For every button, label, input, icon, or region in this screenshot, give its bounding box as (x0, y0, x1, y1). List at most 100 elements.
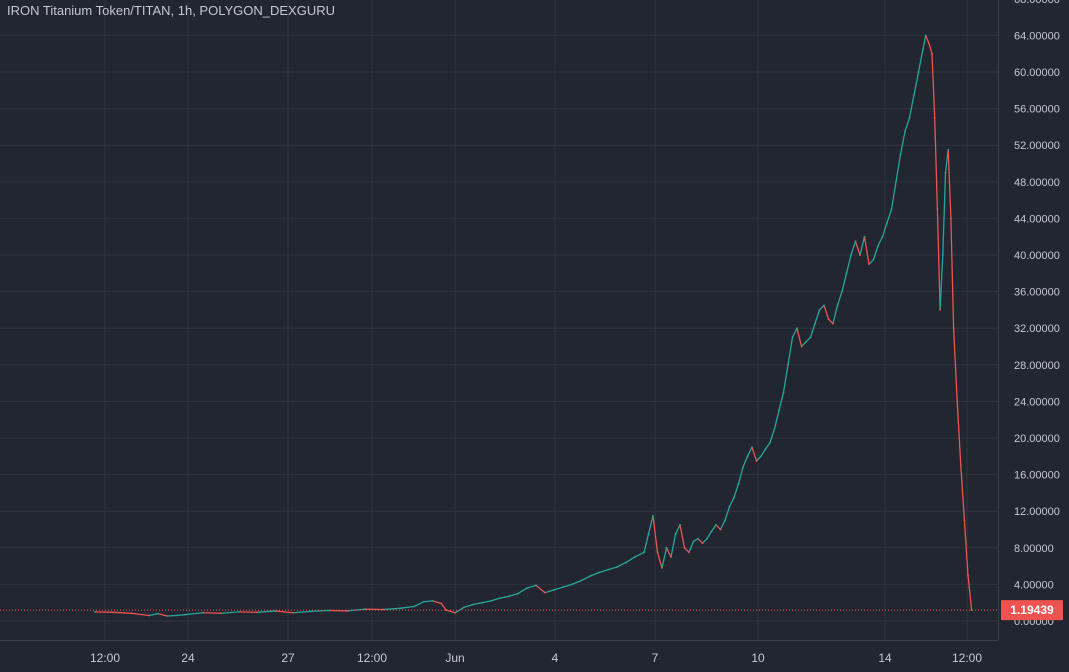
price-point-6 (175, 615, 177, 617)
x-tick-label-1: 24 (181, 651, 195, 665)
price-point-71 (756, 460, 758, 462)
price-point-56 (688, 551, 690, 553)
price-point-99 (882, 236, 884, 238)
price-point-121 (960, 465, 962, 467)
price-point-28 (481, 602, 483, 604)
price-point-113 (937, 208, 939, 210)
price-point-33 (526, 587, 528, 589)
price-point-40 (589, 575, 591, 577)
price-point-87 (828, 318, 830, 320)
price-point-5 (166, 615, 168, 617)
price-point-2 (130, 612, 132, 614)
price-point-12 (274, 610, 276, 612)
y-tick-label-17: 68.00000 (1014, 0, 1060, 6)
price-point-54 (679, 524, 681, 526)
price-point-9 (220, 612, 222, 614)
price-point-85 (819, 309, 821, 311)
price-point-0 (94, 611, 96, 613)
price-point-17 (364, 608, 366, 610)
y-tick-label-2: 8.00000 (1014, 543, 1054, 555)
chart-title: IRON Titanium Token/TITAN, 1h, POLYGON_D… (7, 3, 335, 18)
price-point-13 (292, 612, 294, 614)
y-tick-label-16: 64.00000 (1014, 30, 1060, 42)
price-point-34 (535, 584, 537, 586)
price-point-48 (652, 515, 654, 517)
x-tick-label-8: 14 (878, 651, 892, 665)
price-point-49 (657, 551, 659, 553)
y-tick-label-13: 52.00000 (1014, 140, 1060, 152)
price-point-77 (783, 391, 785, 393)
price-point-15 (328, 610, 330, 612)
price-point-96 (868, 263, 870, 265)
price-segment-22 (424, 601, 433, 602)
y-tick-label-9: 36.00000 (1014, 287, 1060, 299)
price-point-55 (684, 547, 686, 549)
price-point-59 (702, 542, 704, 544)
price-point-51 (666, 547, 668, 549)
price-point-23 (441, 603, 443, 605)
x-tick-label-4: Jun (445, 651, 464, 665)
price-point-84 (814, 323, 816, 325)
price-point-98 (877, 245, 879, 247)
last-price-value: 1.19439 (1010, 603, 1054, 617)
price-point-4 (157, 613, 159, 615)
price-point-3 (148, 615, 150, 617)
price-point-31 (508, 595, 510, 597)
price-point-36 (553, 589, 555, 591)
price-point-109 (925, 35, 927, 37)
x-tick-label-7: 10 (751, 651, 765, 665)
price-point-63 (720, 529, 722, 531)
price-point-89 (837, 304, 839, 306)
price-point-46 (643, 551, 645, 553)
price-point-115 (942, 254, 944, 256)
price-point-110 (928, 44, 930, 46)
price-point-11 (256, 611, 258, 613)
y-tick-label-6: 24.00000 (1014, 396, 1060, 408)
y-tick-label-5: 20.00000 (1014, 433, 1060, 445)
price-point-64 (724, 519, 726, 521)
price-point-75 (774, 428, 776, 430)
price-point-60 (706, 538, 708, 540)
price-point-69 (747, 455, 749, 457)
price-point-80 (796, 327, 798, 329)
price-point-83 (810, 336, 812, 338)
price-point-44 (625, 562, 627, 564)
y-tick-label-7: 28.00000 (1014, 360, 1060, 372)
price-point-86 (823, 304, 825, 306)
y-tick-label-3: 12.00000 (1014, 506, 1060, 518)
price-point-70 (751, 446, 753, 448)
price-point-116 (945, 172, 947, 174)
price-point-14 (310, 610, 312, 612)
price-point-43 (616, 566, 618, 568)
price-point-104 (904, 131, 906, 133)
price-point-25 (454, 612, 456, 614)
price-point-68 (742, 466, 744, 468)
price-point-107 (918, 71, 920, 73)
price-point-32 (517, 593, 519, 595)
y-tick-label-11: 44.00000 (1014, 213, 1060, 225)
price-segment-15 (311, 610, 329, 611)
last-price-badge: 1.19439 (1001, 600, 1063, 620)
price-segment-2 (113, 612, 131, 613)
price-point-57 (693, 540, 695, 542)
price-point-19 (400, 607, 402, 609)
price-point-8 (202, 612, 204, 614)
y-tick-label-10: 40.00000 (1014, 250, 1060, 262)
price-point-45 (634, 556, 636, 558)
y-tick-label-12: 48.00000 (1014, 177, 1060, 189)
price-point-10 (238, 611, 240, 613)
price-point-74 (769, 442, 771, 444)
price-point-35 (544, 592, 546, 594)
price-point-29 (490, 600, 492, 602)
price-segment-7 (176, 615, 185, 616)
price-point-1 (112, 611, 114, 613)
price-point-47 (648, 533, 650, 535)
x-tick-label-0: 12:00 (90, 651, 120, 665)
price-point-62 (715, 524, 717, 526)
price-point-18 (382, 609, 384, 611)
price-point-100 (886, 222, 888, 224)
price-point-101 (891, 208, 893, 210)
